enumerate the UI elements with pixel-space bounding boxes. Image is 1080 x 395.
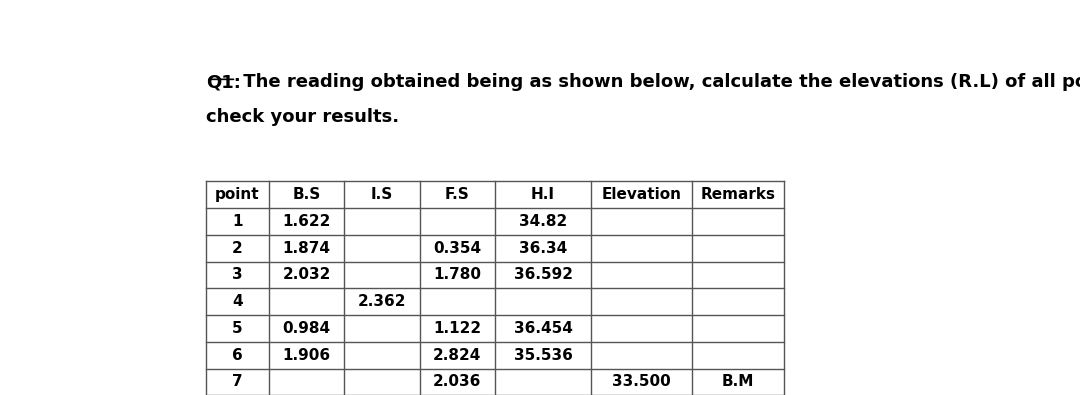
Text: 6: 6 — [232, 348, 243, 363]
Text: Remarks: Remarks — [700, 187, 775, 202]
Text: 1.906: 1.906 — [283, 348, 330, 363]
Text: 1: 1 — [232, 214, 243, 229]
Text: 35.536: 35.536 — [514, 348, 572, 363]
Text: 2.032: 2.032 — [282, 267, 330, 282]
Text: 3: 3 — [232, 267, 243, 282]
Text: B.M: B.M — [721, 374, 754, 389]
Text: 36.592: 36.592 — [513, 267, 572, 282]
Text: 1.622: 1.622 — [282, 214, 330, 229]
Text: Q1:: Q1: — [206, 73, 241, 91]
Text: 0.354: 0.354 — [433, 241, 482, 256]
Text: 7: 7 — [232, 374, 243, 389]
Text: F.S: F.S — [445, 187, 470, 202]
Text: B.S: B.S — [293, 187, 321, 202]
Text: 2.362: 2.362 — [357, 294, 406, 309]
Text: check your results.: check your results. — [206, 108, 400, 126]
Text: 5: 5 — [232, 321, 243, 336]
Text: 2.036: 2.036 — [433, 374, 482, 389]
Text: I.S: I.S — [370, 187, 393, 202]
Text: Elevation: Elevation — [602, 187, 681, 202]
Text: point: point — [215, 187, 260, 202]
Text: 4: 4 — [232, 294, 243, 309]
Text: 1.874: 1.874 — [283, 241, 330, 256]
Text: 0.984: 0.984 — [283, 321, 330, 336]
Text: 36.454: 36.454 — [514, 321, 572, 336]
Text: 2.824: 2.824 — [433, 348, 482, 363]
Text: 2: 2 — [232, 241, 243, 256]
Text: H.I: H.I — [531, 187, 555, 202]
Text: 36.34: 36.34 — [518, 241, 567, 256]
Text: 34.82: 34.82 — [518, 214, 567, 229]
Text: 33.500: 33.500 — [612, 374, 671, 389]
Text: 1.780: 1.780 — [433, 267, 482, 282]
Text: 1.122: 1.122 — [433, 321, 482, 336]
Text: The reading obtained being as shown below, calculate the elevations (R.L) of all: The reading obtained being as shown belo… — [238, 73, 1080, 91]
